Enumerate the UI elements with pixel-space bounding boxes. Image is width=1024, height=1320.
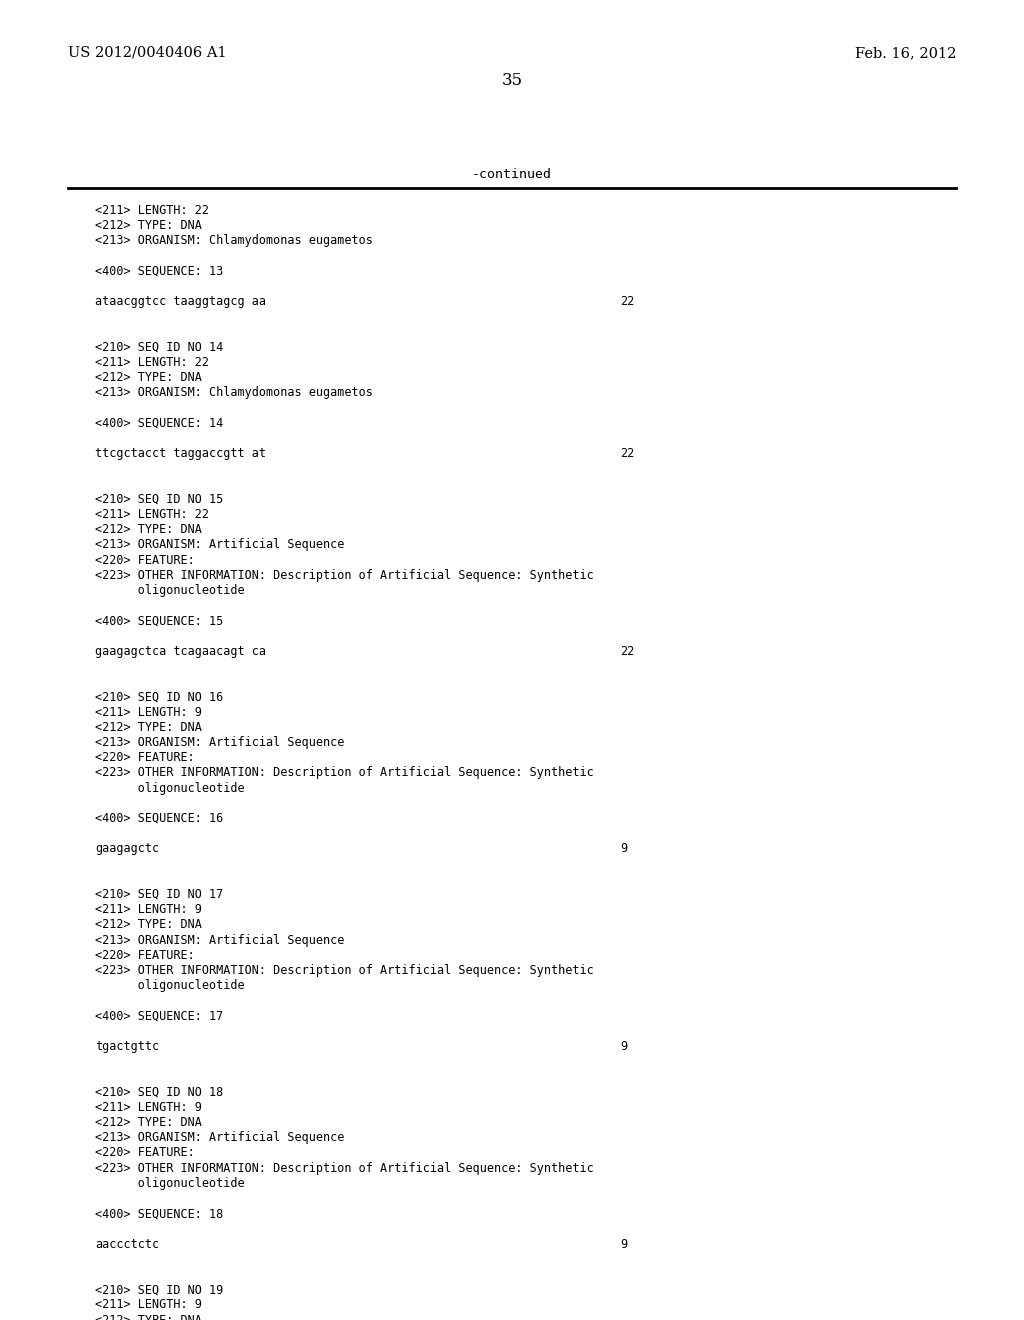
Text: oligonucleotide: oligonucleotide [95, 583, 245, 597]
Text: <211> LENGTH: 9: <211> LENGTH: 9 [95, 1101, 202, 1114]
Text: <213> ORGANISM: Chlamydomonas eugametos: <213> ORGANISM: Chlamydomonas eugametos [95, 235, 373, 247]
Text: <212> TYPE: DNA: <212> TYPE: DNA [95, 721, 202, 734]
Text: <400> SEQUENCE: 14: <400> SEQUENCE: 14 [95, 417, 223, 430]
Text: <211> LENGTH: 22: <211> LENGTH: 22 [95, 205, 209, 216]
Text: -continued: -continued [472, 168, 552, 181]
Text: <213> ORGANISM: Artificial Sequence: <213> ORGANISM: Artificial Sequence [95, 737, 344, 748]
Text: oligonucleotide: oligonucleotide [95, 979, 245, 993]
Text: <210> SEQ ID NO 14: <210> SEQ ID NO 14 [95, 341, 223, 354]
Text: <212> TYPE: DNA: <212> TYPE: DNA [95, 219, 202, 232]
Text: <212> TYPE: DNA: <212> TYPE: DNA [95, 371, 202, 384]
Text: oligonucleotide: oligonucleotide [95, 1177, 245, 1189]
Text: <223> OTHER INFORMATION: Description of Artificial Sequence: Synthetic: <223> OTHER INFORMATION: Description of … [95, 1162, 594, 1175]
Text: gaagagctca tcagaacagt ca: gaagagctca tcagaacagt ca [95, 644, 266, 657]
Text: 35: 35 [502, 73, 522, 88]
Text: <212> TYPE: DNA: <212> TYPE: DNA [95, 919, 202, 932]
Text: gaagagctc: gaagagctc [95, 842, 159, 855]
Text: <400> SEQUENCE: 17: <400> SEQUENCE: 17 [95, 1010, 223, 1023]
Text: <220> FEATURE:: <220> FEATURE: [95, 1146, 195, 1159]
Text: aaccctctc: aaccctctc [95, 1238, 159, 1250]
Text: <212> TYPE: DNA: <212> TYPE: DNA [95, 523, 202, 536]
Text: 9: 9 [620, 1238, 627, 1250]
Text: 22: 22 [620, 644, 634, 657]
Text: <220> FEATURE:: <220> FEATURE: [95, 751, 195, 764]
Text: tgactgttc: tgactgttc [95, 1040, 159, 1053]
Text: <213> ORGANISM: Artificial Sequence: <213> ORGANISM: Artificial Sequence [95, 933, 344, 946]
Text: ttcgctacct taggaccgtt at: ttcgctacct taggaccgtt at [95, 447, 266, 461]
Text: <211> LENGTH: 9: <211> LENGTH: 9 [95, 706, 202, 718]
Text: 9: 9 [620, 842, 627, 855]
Text: 22: 22 [620, 296, 634, 308]
Text: <400> SEQUENCE: 13: <400> SEQUENCE: 13 [95, 265, 223, 277]
Text: <210> SEQ ID NO 19: <210> SEQ ID NO 19 [95, 1283, 223, 1296]
Text: <210> SEQ ID NO 17: <210> SEQ ID NO 17 [95, 888, 223, 902]
Text: Feb. 16, 2012: Feb. 16, 2012 [855, 46, 956, 59]
Text: <213> ORGANISM: Artificial Sequence: <213> ORGANISM: Artificial Sequence [95, 539, 344, 552]
Text: <223> OTHER INFORMATION: Description of Artificial Sequence: Synthetic: <223> OTHER INFORMATION: Description of … [95, 767, 594, 779]
Text: <212> TYPE: DNA: <212> TYPE: DNA [95, 1115, 202, 1129]
Text: <220> FEATURE:: <220> FEATURE: [95, 553, 195, 566]
Text: <213> ORGANISM: Chlamydomonas eugametos: <213> ORGANISM: Chlamydomonas eugametos [95, 387, 373, 400]
Text: oligonucleotide: oligonucleotide [95, 781, 245, 795]
Text: <211> LENGTH: 22: <211> LENGTH: 22 [95, 356, 209, 370]
Text: <210> SEQ ID NO 16: <210> SEQ ID NO 16 [95, 690, 223, 704]
Text: <211> LENGTH: 22: <211> LENGTH: 22 [95, 508, 209, 521]
Text: 22: 22 [620, 447, 634, 461]
Text: ataacggtcc taaggtagcg aa: ataacggtcc taaggtagcg aa [95, 296, 266, 308]
Text: <400> SEQUENCE: 16: <400> SEQUENCE: 16 [95, 812, 223, 825]
Text: US 2012/0040406 A1: US 2012/0040406 A1 [68, 46, 226, 59]
Text: <400> SEQUENCE: 18: <400> SEQUENCE: 18 [95, 1208, 223, 1220]
Text: <211> LENGTH: 9: <211> LENGTH: 9 [95, 903, 202, 916]
Text: <213> ORGANISM: Artificial Sequence: <213> ORGANISM: Artificial Sequence [95, 1131, 344, 1144]
Text: <212> TYPE: DNA: <212> TYPE: DNA [95, 1313, 202, 1320]
Text: <210> SEQ ID NO 18: <210> SEQ ID NO 18 [95, 1085, 223, 1098]
Text: <220> FEATURE:: <220> FEATURE: [95, 949, 195, 962]
Text: 9: 9 [620, 1040, 627, 1053]
Text: <400> SEQUENCE: 15: <400> SEQUENCE: 15 [95, 614, 223, 627]
Text: <223> OTHER INFORMATION: Description of Artificial Sequence: Synthetic: <223> OTHER INFORMATION: Description of … [95, 964, 594, 977]
Text: <223> OTHER INFORMATION: Description of Artificial Sequence: Synthetic: <223> OTHER INFORMATION: Description of … [95, 569, 594, 582]
Text: <210> SEQ ID NO 15: <210> SEQ ID NO 15 [95, 492, 223, 506]
Text: <211> LENGTH: 9: <211> LENGTH: 9 [95, 1299, 202, 1311]
